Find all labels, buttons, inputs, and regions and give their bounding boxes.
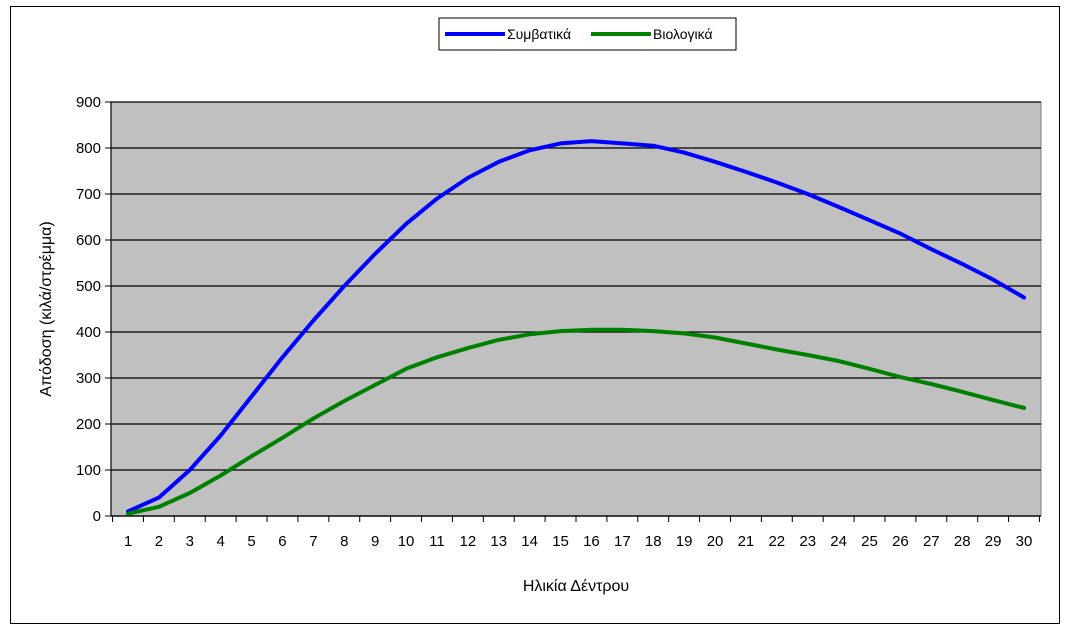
- x-tick-label: 7: [309, 533, 317, 550]
- x-tick-label: 24: [830, 533, 847, 550]
- x-tick-label: 1: [124, 533, 132, 550]
- x-tick-label: 5: [247, 533, 255, 550]
- y-tick-label: 600: [76, 232, 101, 249]
- x-tick-label: 15: [552, 533, 569, 550]
- y-tick-label: 300: [76, 370, 101, 387]
- chart-frame: Συμβατικά Βιολογικά 0 100 200 300 400 500 600 7…: [10, 6, 1060, 624]
- x-tick-label: 18: [645, 533, 662, 550]
- y-tick-label: 500: [76, 278, 101, 295]
- x-tick-label: 26: [892, 533, 909, 550]
- x-axis: 1 2 3 4 5 6 7 8 9 10 11 12 13 14 15 16 17 18 19 20 21 22 23 24 2…: [111, 515, 1041, 550]
- x-tick-label: 22: [768, 533, 785, 550]
- y-axis-title: Απόδοση (κιλά/στρέμμα): [38, 221, 55, 396]
- x-tick-label: 6: [278, 533, 286, 550]
- y-tick-label: 900: [76, 94, 101, 111]
- x-tick-label: 2: [155, 533, 163, 550]
- legend-label-series-0: Συμβατικά: [507, 26, 571, 42]
- x-tick-label: 17: [614, 533, 631, 550]
- x-tick-label: 20: [707, 533, 724, 550]
- x-tick-label: 8: [340, 533, 348, 550]
- x-tick-label: 25: [861, 533, 878, 550]
- x-tick-label: 16: [583, 533, 600, 550]
- x-tick-label: 19: [676, 533, 693, 550]
- y-tick-label: 700: [76, 186, 101, 203]
- x-tick-label: 10: [398, 533, 415, 550]
- y-tick-label: 800: [76, 140, 101, 157]
- x-tick-label: 4: [217, 533, 225, 550]
- x-tick-label: 28: [954, 533, 971, 550]
- x-tick-label: 12: [460, 533, 477, 550]
- y-tick-label: 200: [76, 416, 101, 433]
- x-tick-label: 23: [799, 533, 816, 550]
- x-tick-label: 14: [521, 533, 538, 550]
- y-tick-label: 100: [76, 462, 101, 479]
- series-line-0: [126, 139, 1026, 514]
- y-axis: 0 100 200 300 400 500 600 700 800 900: [76, 94, 112, 525]
- y-tick-label: 400: [76, 324, 101, 341]
- x-tick-label: 30: [1016, 533, 1033, 550]
- x-tick-label: 3: [186, 533, 194, 550]
- x-tick-label: 13: [490, 533, 507, 550]
- line-chart: Συμβατικά Βιολογικά 0 100 200 300 400 500 600 7…: [38, 17, 1042, 595]
- gridlines: [111, 101, 1041, 517]
- legend: Συμβατικά Βιολογικά: [438, 17, 737, 51]
- plot-area: [110, 101, 1042, 517]
- x-tick-label: 9: [371, 533, 379, 550]
- x-tick-label: 21: [738, 533, 755, 550]
- x-tick-label: 11: [429, 533, 445, 550]
- series-line-1: [126, 327, 1026, 516]
- x-tick-label: 27: [923, 533, 940, 550]
- legend-label-series-1: Βιολογικά: [653, 26, 713, 42]
- series-lines: [126, 139, 1026, 516]
- x-tick-label: 29: [985, 533, 1002, 550]
- x-axis-title: Ηλικία Δέντρου: [523, 578, 629, 595]
- y-tick-label: 0: [93, 508, 101, 525]
